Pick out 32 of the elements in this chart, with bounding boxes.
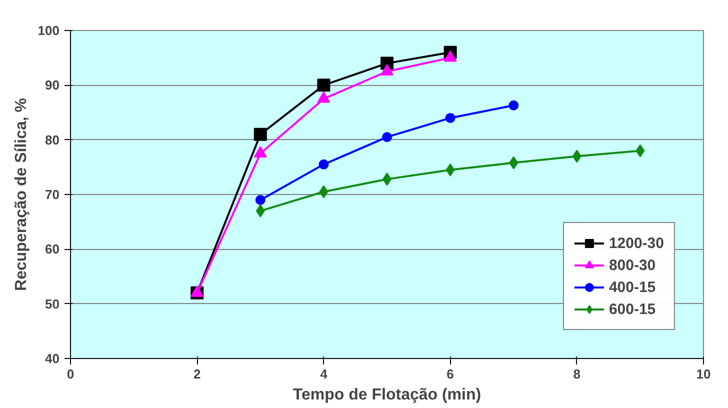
point (319, 185, 328, 198)
legend-label: 1200-30 (608, 234, 664, 252)
y-tick-label: 50 (45, 296, 60, 312)
x-tick-label: 6 (446, 366, 454, 382)
point (446, 163, 455, 176)
x-tick-label: 8 (573, 366, 581, 382)
point (508, 100, 519, 110)
y-tick-label: 90 (45, 78, 60, 93)
point (382, 132, 392, 142)
point (572, 150, 582, 163)
x-tick-label: 2 (193, 366, 201, 382)
point (509, 156, 518, 170)
y-tick-label: 80 (45, 132, 60, 148)
point (255, 194, 266, 205)
y-tick-label: 100 (38, 23, 60, 38)
legend-label: 600-15 (608, 300, 656, 318)
legend-label: 400-15 (608, 278, 656, 296)
legend-label: 800-30 (608, 256, 656, 274)
point (317, 78, 330, 92)
point (636, 144, 645, 158)
point (256, 204, 265, 218)
y-tick-label: 60 (45, 242, 60, 257)
x-tick-label: 0 (66, 366, 74, 382)
point (445, 112, 456, 123)
point (318, 159, 329, 170)
point (254, 128, 267, 141)
y-tick-label: 40 (45, 351, 60, 366)
x-tick-label: 10 (696, 366, 711, 382)
y-tick-label: 70 (45, 187, 60, 202)
x-axis-title: Tempo de Flotação (min) (292, 386, 482, 404)
y-axis-title: Recuperação de Sílica, % (12, 98, 30, 291)
x-tick-label: 4 (320, 366, 328, 382)
